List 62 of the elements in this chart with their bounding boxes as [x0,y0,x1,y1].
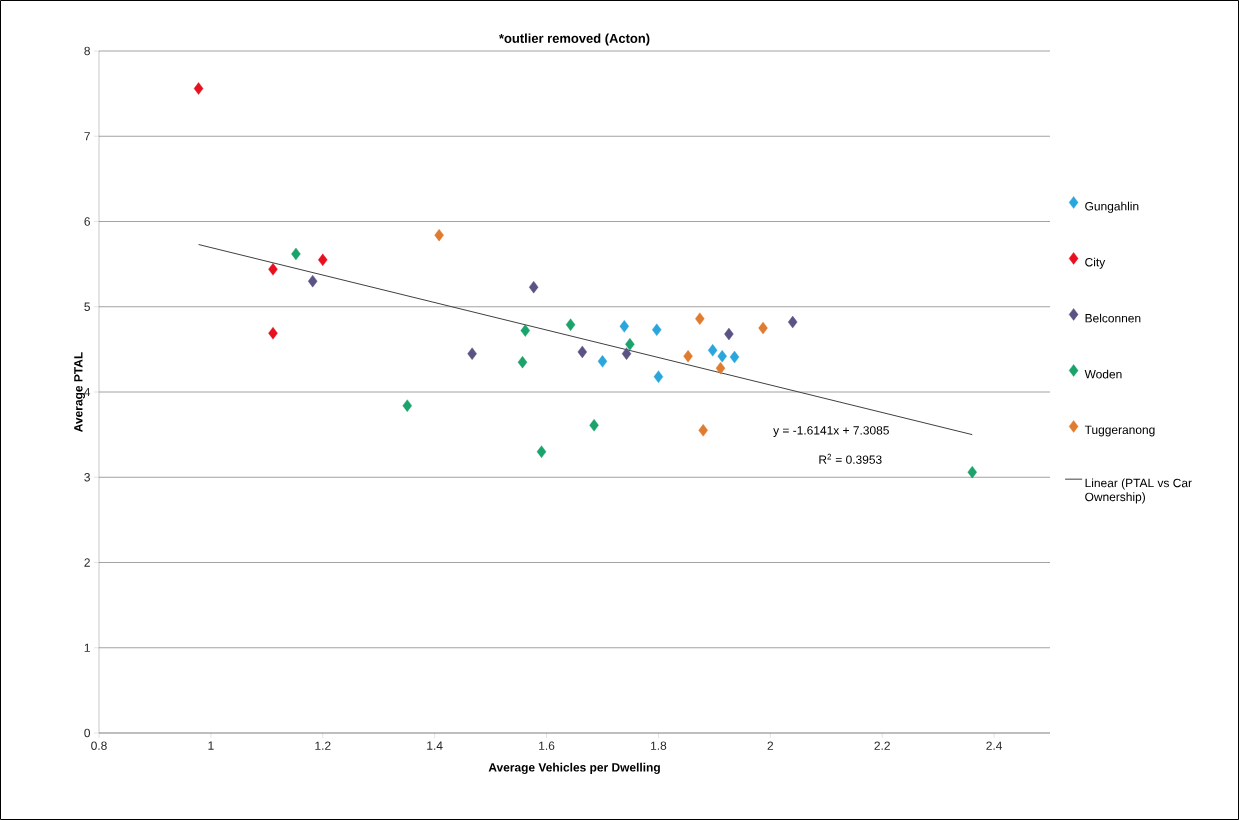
y-tick-label: 7 [84,132,90,141]
x-tick-label: 0.8 [91,741,107,750]
y-tick-label: 6 [84,217,90,226]
legend-label: Tuggeranong [1084,425,1155,437]
point [536,445,547,458]
x-tick-label: 2.2 [874,741,890,750]
point [683,350,693,363]
y-tick-label: 2 [84,558,90,567]
point [577,345,588,359]
point [517,355,528,369]
point [653,370,664,383]
annotation: y = -1.6141x + 7.3085 [773,426,889,437]
point [308,274,318,288]
legend-label: Gungahlin [1085,201,1139,213]
point [724,327,734,341]
point [467,347,477,360]
point [291,247,301,261]
point [268,326,278,340]
point [597,355,608,368]
point [715,361,726,375]
legend-label: Linear (PTAL vs Car Ownership) [1085,478,1192,504]
x-axis-title: Average Vehicles per Dwelling [488,762,660,775]
x-tick-label: 1.8 [651,741,667,750]
point [193,82,204,95]
x-tick-label: 1 [208,741,214,750]
point [652,323,662,336]
y-tick-label: 0 [84,728,91,738]
point [707,344,718,357]
point [967,465,977,479]
point [402,399,412,412]
point [520,324,530,337]
legend-label: City [1085,257,1106,269]
x-tick-label: 1.4 [427,741,443,750]
point [621,347,632,360]
point [695,312,705,325]
point [589,419,599,432]
y-tick-label: 1 [84,643,90,652]
y-axis-title: Average PTAL [74,352,85,432]
point [787,315,798,329]
y-tick-label: 5 [84,302,90,311]
legend-label: Woden [1084,369,1122,379]
point [619,320,629,333]
point [434,228,444,242]
y-tick-label: 4 [84,387,91,397]
legend-label: Belconnen [1085,313,1141,323]
annotation: R$^{2}$ = 0.3953 [819,453,882,464]
point [565,318,576,331]
chart-title: *outlier removed (Acton) [498,33,650,46]
y-tick-label: 3 [84,473,90,482]
point [528,280,539,294]
x-tick-label: 1.6 [539,741,555,750]
x-tick-label: 2 [767,741,774,750]
point [717,350,727,363]
x-tick-label: 2.4 [986,741,1003,750]
x-tick-label: 1.2 [315,741,331,750]
point [268,263,278,276]
y-tick-label: 8 [84,46,90,56]
point [318,253,328,267]
point [698,424,708,437]
point [625,338,635,351]
point [729,350,740,364]
point [758,321,768,335]
